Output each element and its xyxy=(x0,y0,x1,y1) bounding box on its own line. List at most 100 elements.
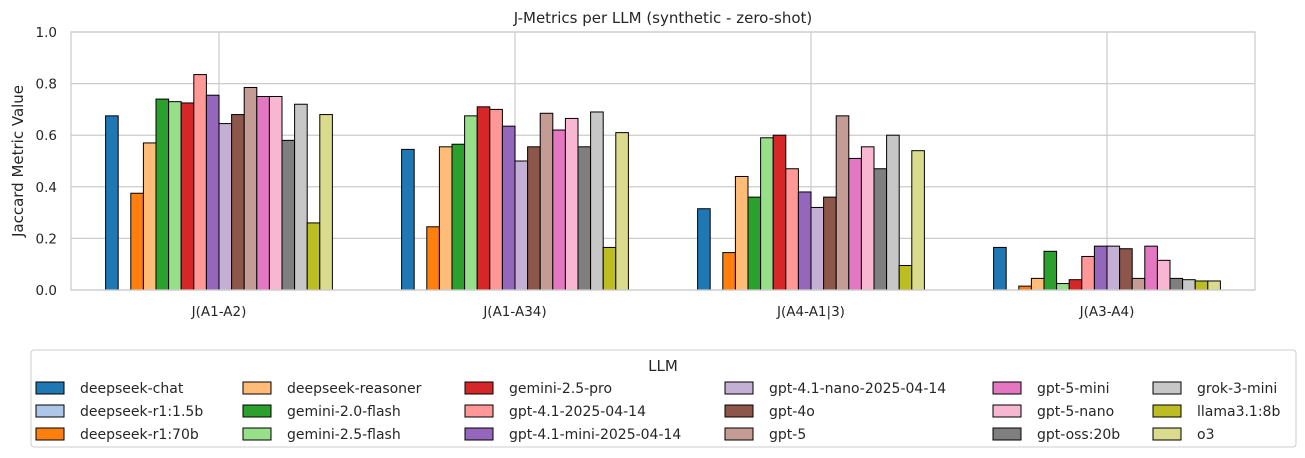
legend-label: o3 xyxy=(1197,427,1214,443)
bar xyxy=(105,115,119,291)
bar xyxy=(823,196,837,291)
bar xyxy=(1131,277,1146,291)
legend-swatch xyxy=(242,404,272,418)
legend-title: LLM xyxy=(648,357,678,375)
x-tick-label: J(A4-A1|3) xyxy=(776,304,845,320)
bar xyxy=(218,123,233,291)
bar xyxy=(797,191,812,291)
bar xyxy=(1043,250,1058,291)
bar xyxy=(168,101,182,291)
plot-frame xyxy=(70,31,1256,291)
legend-swatch xyxy=(724,381,754,395)
legend-label: deepseek-r1:70b xyxy=(80,427,199,443)
bar xyxy=(281,139,296,291)
y-axis-title: Jaccard Metric Value xyxy=(9,85,27,238)
bar xyxy=(886,134,900,291)
bar xyxy=(747,196,762,291)
bar xyxy=(155,98,170,291)
bars xyxy=(105,74,1221,291)
x-axis: J(A1-A2) J(A1-A34) J(A4-A1|3) J(A3-A4) xyxy=(191,304,1135,320)
bar xyxy=(564,117,579,291)
legend-label: deepseek-r1:1.5b xyxy=(80,404,203,420)
bar xyxy=(993,246,1007,291)
bar xyxy=(142,142,157,291)
bar xyxy=(590,111,604,291)
legend-swatch xyxy=(242,427,272,441)
bar xyxy=(552,129,566,291)
bar xyxy=(860,146,875,291)
legend-swatch xyxy=(242,381,272,395)
legend-label: gpt-4.1-2025-04-14 xyxy=(509,404,646,420)
bar xyxy=(772,134,787,291)
legend-swatch xyxy=(464,381,494,395)
bar xyxy=(1068,279,1083,291)
bar xyxy=(268,96,283,291)
bar xyxy=(514,160,529,291)
legend-swatch xyxy=(724,404,754,418)
bar xyxy=(1194,280,1209,291)
y-tick-label: 1.0 xyxy=(36,25,57,41)
bar xyxy=(256,96,270,291)
bar xyxy=(577,146,592,291)
chart-title: J-Metrics per LLM (synthetic - zero-shot… xyxy=(513,9,813,27)
bar xyxy=(1093,245,1108,291)
bar xyxy=(848,157,862,291)
bar xyxy=(319,114,333,291)
bar xyxy=(722,252,736,291)
bar xyxy=(1081,255,1095,291)
bar xyxy=(734,175,749,291)
y-tick-label: 0.0 xyxy=(36,283,57,299)
legend-frame xyxy=(30,349,1297,448)
bar xyxy=(1106,245,1121,291)
bar xyxy=(1144,245,1158,291)
legend-label: grok-3-mini xyxy=(1197,381,1277,397)
bar xyxy=(1169,277,1184,291)
legend-label: gpt-4.1-nano-2025-04-14 xyxy=(769,381,946,397)
legend-swatch xyxy=(992,381,1022,395)
bar xyxy=(451,143,466,291)
legend-swatch xyxy=(724,427,754,441)
legend-swatch xyxy=(35,427,65,441)
bar xyxy=(810,206,825,291)
y-tick-label: 0.6 xyxy=(36,128,57,144)
bar xyxy=(438,146,453,291)
y-tick-label: 0.8 xyxy=(36,77,57,93)
bar xyxy=(464,115,478,291)
x-tick-label: J(A1-A2) xyxy=(191,304,247,320)
y-tick-label: 0.2 xyxy=(36,231,57,247)
legend-label: gemini-2.5-flash xyxy=(287,427,401,443)
legend-label: llama3.1:8b xyxy=(1197,404,1280,420)
bar xyxy=(501,125,516,291)
bar xyxy=(306,222,321,291)
legend-label: gpt-5-nano xyxy=(1037,404,1114,420)
bar xyxy=(1156,259,1171,291)
bar xyxy=(602,246,617,291)
y-axis: 0.0 0.2 0.4 0.6 0.8 1.0 xyxy=(36,25,57,299)
bar xyxy=(294,103,308,291)
bar xyxy=(231,114,245,291)
bar xyxy=(130,192,144,291)
legend-label: gpt-oss:20b xyxy=(1037,427,1120,443)
legend-swatch xyxy=(992,427,1022,441)
legend-swatch xyxy=(35,404,65,418)
legend-label: deepseek-reasoner xyxy=(287,381,422,397)
bar xyxy=(898,264,913,291)
legend: LLM deepseek-chat deepseek-r1:1.5b deepsee… xyxy=(30,349,1297,448)
bar xyxy=(873,168,888,291)
y-tick-label: 0.4 xyxy=(36,180,57,196)
legend-swatch xyxy=(464,404,494,418)
bar xyxy=(785,168,799,291)
x-tick-label: J(A3-A4) xyxy=(1079,304,1135,320)
legend-label: gpt-4.1-mini-2025-04-14 xyxy=(509,427,681,443)
bar xyxy=(476,106,491,291)
legend-swatch xyxy=(1152,381,1182,395)
legend-swatch xyxy=(1152,427,1182,441)
bar xyxy=(180,102,195,291)
legend-label: deepseek-chat xyxy=(80,381,184,397)
legend-swatch xyxy=(35,381,65,395)
legend-label: gpt-5-mini xyxy=(1037,381,1110,397)
bar xyxy=(401,148,415,291)
bar xyxy=(911,150,925,291)
legend-label: gpt-5 xyxy=(769,427,806,443)
